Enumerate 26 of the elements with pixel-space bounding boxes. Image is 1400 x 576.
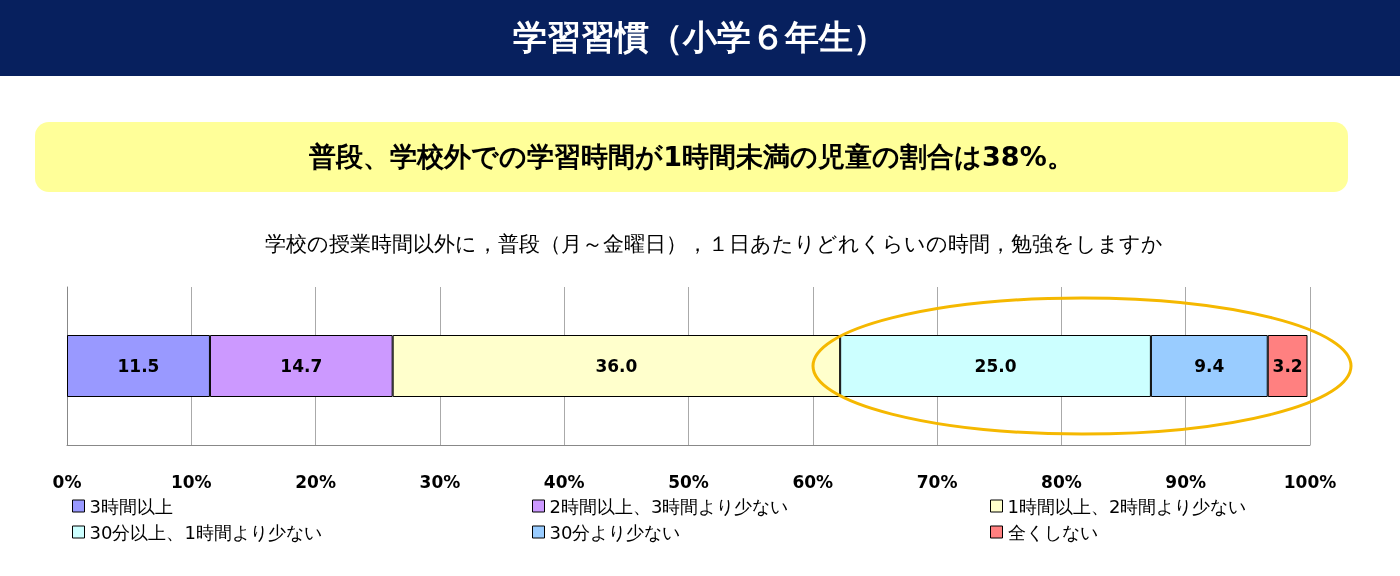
legend-label: 2時間以上、3時間より少ない	[549, 495, 789, 517]
data-label: 14.7	[280, 356, 323, 376]
legend-label: 30分より少ない	[549, 521, 681, 543]
x-tick-label: 30%	[419, 471, 461, 492]
x-tick-label: 90%	[1165, 471, 1207, 492]
data-label: 11.5	[117, 356, 160, 376]
x-tick-label: 60%	[792, 471, 834, 492]
x-tick-label: 40%	[543, 471, 585, 492]
legend-label: 30分以上、1時間より少ない	[89, 521, 322, 543]
data-label: 36.0	[595, 356, 638, 376]
legend-label: 1時間以上、2時間より少ない	[1007, 495, 1247, 517]
chart-subtitle: 普段、学校外での学習時間が1時間未満の児童の割合は38%。	[35, 122, 1348, 192]
legend-label: 3時間以上	[89, 495, 173, 517]
x-tick-label: 80%	[1041, 471, 1082, 492]
x-tick-label: 70%	[916, 471, 958, 492]
x-tick-label: 50%	[668, 471, 709, 492]
chart-title: 学習習慣（小学６年生）	[0, 0, 1400, 76]
text: 学校の授業時間以外に，普段（月～金曜日），１日あたりどれくらいの時間，勉強をしますか	[265, 231, 1163, 256]
data-label: 25.0	[974, 356, 1017, 376]
x-tick-label: 20%	[295, 471, 336, 492]
data-label: 9.4	[1194, 356, 1225, 376]
data-label: 3.2	[1272, 356, 1303, 376]
x-tick-label: 10%	[170, 471, 212, 492]
legend-label: 全くしない	[1007, 521, 1098, 543]
x-tick-label: 0%	[52, 471, 82, 492]
x-tick-label: 100%	[1283, 471, 1337, 492]
